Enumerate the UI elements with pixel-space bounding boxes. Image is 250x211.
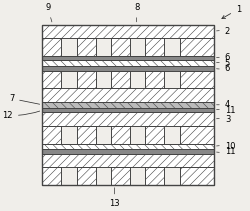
Bar	[77, 38, 96, 56]
Bar	[130, 38, 145, 56]
Bar	[61, 167, 77, 185]
Bar	[77, 126, 96, 143]
Bar	[111, 71, 130, 88]
Bar	[42, 25, 214, 56]
Bar	[42, 60, 214, 66]
Bar	[130, 126, 145, 143]
Text: 7: 7	[9, 94, 40, 104]
Bar	[42, 108, 214, 112]
Bar	[61, 126, 77, 143]
Bar	[42, 143, 214, 149]
Bar	[42, 102, 214, 108]
Bar	[42, 71, 214, 102]
Bar	[96, 71, 111, 88]
Bar	[130, 167, 145, 185]
Bar	[111, 38, 130, 56]
Text: 12: 12	[2, 111, 40, 120]
Bar	[42, 154, 214, 185]
Text: 6: 6	[216, 64, 230, 73]
Bar	[164, 38, 180, 56]
Bar	[180, 38, 214, 56]
Bar	[42, 102, 214, 108]
Bar	[42, 25, 214, 38]
Bar	[145, 38, 164, 56]
Bar	[42, 167, 61, 185]
Text: 13: 13	[109, 188, 120, 208]
Bar	[42, 25, 214, 185]
Bar	[77, 71, 96, 88]
Bar	[96, 167, 111, 185]
Text: 4: 4	[216, 100, 230, 109]
Bar	[42, 149, 214, 154]
Bar	[42, 56, 214, 60]
Bar	[42, 112, 214, 143]
Bar	[164, 126, 180, 143]
Text: 3: 3	[216, 115, 230, 124]
Bar	[42, 112, 214, 126]
Text: 5: 5	[216, 59, 230, 68]
Bar	[164, 71, 180, 88]
Bar	[42, 149, 214, 154]
Text: 9: 9	[45, 3, 52, 22]
Bar	[42, 126, 61, 143]
Text: 6: 6	[216, 53, 230, 62]
Bar	[130, 71, 145, 88]
Text: 8: 8	[134, 3, 139, 22]
Bar	[145, 167, 164, 185]
Bar	[145, 126, 164, 143]
Text: 11: 11	[216, 106, 235, 115]
Bar	[42, 71, 61, 88]
Bar	[77, 167, 96, 185]
Bar	[180, 71, 214, 88]
Bar	[42, 66, 214, 71]
Bar	[61, 71, 77, 88]
Bar	[145, 71, 164, 88]
Bar	[61, 38, 77, 56]
Bar	[42, 38, 61, 56]
Bar	[164, 167, 180, 185]
Bar	[180, 126, 214, 143]
Bar	[42, 66, 214, 71]
Bar	[96, 126, 111, 143]
Bar	[111, 126, 130, 143]
Bar	[111, 167, 130, 185]
Bar	[42, 60, 214, 66]
Text: 1: 1	[222, 5, 241, 19]
Text: 2: 2	[216, 27, 230, 36]
Bar	[180, 167, 214, 185]
Bar	[96, 38, 111, 56]
Bar	[42, 56, 214, 60]
Bar	[42, 143, 214, 149]
Bar	[42, 88, 214, 102]
Text: 11: 11	[216, 147, 235, 156]
Bar	[42, 154, 214, 167]
Text: 10: 10	[216, 142, 235, 151]
Bar	[42, 108, 214, 112]
